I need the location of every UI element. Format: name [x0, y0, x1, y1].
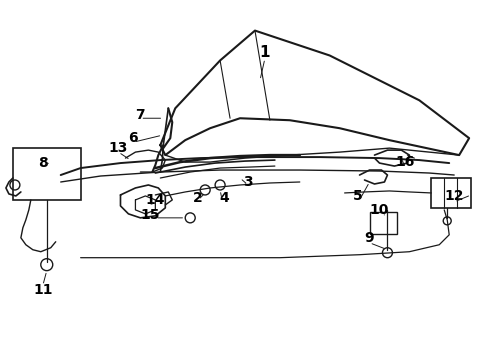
Text: 4: 4 — [219, 191, 229, 205]
Text: 16: 16 — [396, 155, 415, 169]
Text: 8: 8 — [38, 156, 48, 170]
Text: 5: 5 — [353, 189, 363, 203]
Text: 11: 11 — [33, 283, 52, 297]
Text: 2: 2 — [194, 191, 203, 205]
Text: 6: 6 — [128, 131, 138, 145]
Bar — [369, 212, 397, 234]
Text: 15: 15 — [141, 208, 160, 222]
Bar — [13, 148, 81, 200]
Text: 14: 14 — [146, 193, 165, 207]
Text: 7: 7 — [136, 108, 145, 122]
Text: 3: 3 — [243, 175, 253, 189]
Text: 12: 12 — [444, 189, 464, 203]
Text: 9: 9 — [365, 231, 374, 245]
Text: 10: 10 — [370, 203, 389, 217]
Bar — [431, 178, 471, 208]
Text: 1: 1 — [260, 45, 270, 60]
Text: 13: 13 — [109, 141, 128, 155]
